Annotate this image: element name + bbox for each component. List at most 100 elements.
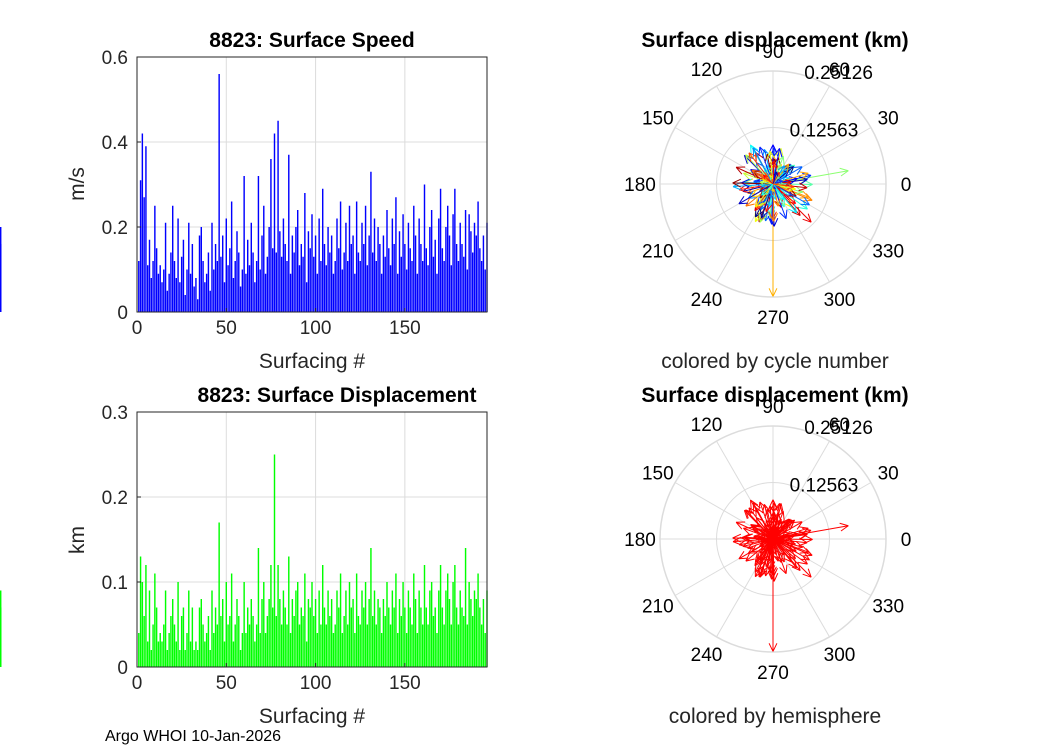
bar bbox=[266, 616, 269, 667]
y-tick-label: 0 bbox=[117, 658, 128, 679]
bar bbox=[400, 616, 402, 667]
vector-arrowhead bbox=[771, 566, 777, 576]
vector-arrowhead bbox=[772, 554, 779, 562]
polar-radius-label: 0.12563 bbox=[790, 120, 859, 141]
bar bbox=[480, 261, 483, 312]
bar bbox=[232, 278, 235, 312]
vector-arrowhead bbox=[735, 521, 743, 530]
bar bbox=[311, 214, 313, 312]
bar bbox=[177, 582, 179, 667]
bar bbox=[377, 227, 379, 312]
vector-arrowhead bbox=[755, 557, 764, 563]
vector-arrowhead bbox=[797, 561, 801, 571]
bar bbox=[454, 565, 456, 667]
bar bbox=[245, 273, 247, 312]
vector-arrowhead bbox=[799, 537, 808, 544]
vector-arrowhead bbox=[762, 530, 766, 535]
polar-angle-label: 270 bbox=[757, 663, 789, 684]
bar bbox=[361, 222, 363, 312]
bar bbox=[357, 252, 360, 312]
bar bbox=[166, 650, 169, 667]
bar bbox=[470, 231, 472, 312]
bar bbox=[375, 624, 377, 667]
bar bbox=[272, 607, 274, 667]
vector-arrowhead bbox=[839, 522, 849, 527]
bar bbox=[334, 624, 336, 667]
vector-arrowhead bbox=[751, 525, 757, 534]
polar-angle-label: 120 bbox=[691, 60, 723, 81]
vector-arrowhead bbox=[802, 555, 808, 565]
polar-cycle-title: Surface displacement (km) bbox=[641, 29, 908, 52]
vector-arrowhead bbox=[759, 546, 763, 554]
vector-arrowhead bbox=[796, 521, 803, 530]
bar bbox=[279, 599, 281, 667]
vector-arrowhead bbox=[785, 525, 789, 533]
bar bbox=[173, 624, 176, 667]
bar bbox=[289, 273, 292, 312]
displacement-x-axis-label: Surfacing # bbox=[259, 705, 366, 728]
polar-angle-label: 330 bbox=[872, 242, 904, 263]
bar bbox=[445, 590, 447, 667]
bar bbox=[223, 641, 226, 667]
vector-arrowhead bbox=[776, 171, 778, 177]
bar bbox=[211, 590, 213, 667]
bar bbox=[138, 261, 140, 312]
displacement-vector bbox=[772, 180, 783, 185]
displacement-vector bbox=[752, 502, 774, 540]
vector-arrowhead bbox=[751, 550, 761, 553]
bar bbox=[398, 599, 401, 667]
bar bbox=[468, 582, 470, 667]
bar bbox=[388, 607, 390, 667]
bar bbox=[475, 235, 477, 312]
vector-arrowhead bbox=[772, 544, 775, 548]
bar bbox=[302, 256, 304, 312]
vector-arrowhead bbox=[745, 558, 755, 562]
vector-arrowhead bbox=[763, 174, 768, 178]
vector-arrowhead bbox=[788, 208, 797, 214]
displacement-vector bbox=[772, 183, 794, 188]
bar bbox=[259, 633, 261, 667]
vector-arrowhead bbox=[787, 188, 796, 192]
vector-arrowhead bbox=[779, 503, 783, 513]
bar bbox=[418, 590, 420, 667]
bar bbox=[159, 265, 161, 312]
vector-arrowhead bbox=[788, 563, 797, 569]
vector-arrowhead bbox=[769, 568, 775, 577]
vector-arrowhead bbox=[804, 535, 813, 540]
vector-arrowhead bbox=[772, 199, 779, 207]
vector-arrowhead bbox=[773, 526, 778, 531]
displacement-vector bbox=[738, 183, 774, 205]
bar bbox=[252, 616, 254, 667]
bar bbox=[255, 624, 258, 667]
vector-arrowhead bbox=[840, 170, 849, 177]
displacement-vector bbox=[761, 183, 774, 196]
bar bbox=[372, 252, 374, 312]
bar bbox=[436, 273, 438, 312]
bar bbox=[318, 590, 320, 667]
bar bbox=[234, 261, 236, 312]
bar bbox=[348, 582, 351, 667]
bar bbox=[207, 252, 210, 312]
vector-arrowhead bbox=[761, 538, 766, 542]
vector-arrowhead bbox=[747, 190, 754, 199]
vector-arrowhead bbox=[776, 526, 778, 532]
bar bbox=[450, 265, 452, 312]
bar bbox=[397, 633, 399, 667]
bar bbox=[229, 248, 231, 312]
bar bbox=[225, 582, 227, 667]
vector-arrowhead bbox=[804, 180, 813, 185]
bar bbox=[398, 231, 401, 312]
bar bbox=[320, 261, 322, 312]
bar bbox=[204, 641, 206, 667]
y-tick-label: 0.2 bbox=[102, 218, 128, 239]
polar-hemisphere-caption: colored by hemisphere bbox=[669, 705, 881, 728]
vector-arrowhead bbox=[759, 180, 765, 183]
bar bbox=[457, 624, 460, 667]
bar bbox=[284, 244, 286, 312]
vector-arrowhead bbox=[745, 203, 755, 207]
bar bbox=[243, 176, 245, 312]
vector-arrowhead bbox=[799, 526, 809, 529]
displacement-chart-title: 8823: Surface Displacement bbox=[198, 384, 477, 407]
bar bbox=[423, 565, 426, 667]
bar bbox=[275, 252, 277, 312]
